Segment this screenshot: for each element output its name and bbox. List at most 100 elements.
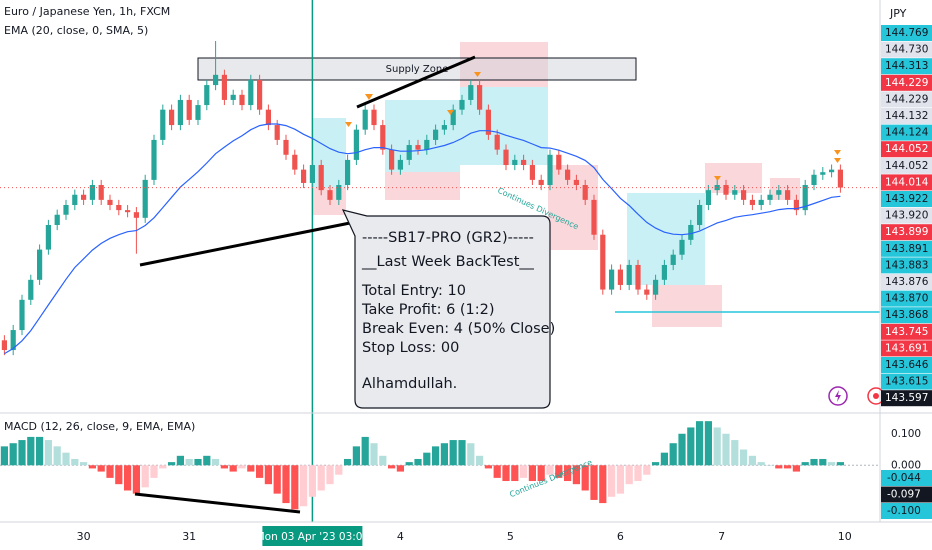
crosshair-label: Mon 03 Apr '23 03:00 <box>256 531 370 543</box>
marker <box>834 158 841 163</box>
candle-body <box>318 165 324 191</box>
macd-bar <box>687 427 695 466</box>
price-label-bg <box>881 58 932 75</box>
price-label-bg <box>881 157 932 174</box>
macd-bar <box>273 465 281 494</box>
macd-bar <box>168 462 176 466</box>
price-label-bg <box>881 357 932 373</box>
candle-body <box>767 194 773 200</box>
candle-body <box>389 149 395 170</box>
note-line: Total Entry: 10 <box>361 283 466 299</box>
loss-box <box>705 163 762 193</box>
candle-body <box>177 99 183 126</box>
candle-body <box>362 109 368 130</box>
price-label: 143.876 <box>885 276 929 288</box>
macd-bar <box>467 443 475 466</box>
macd-bar <box>625 465 633 485</box>
macd-bar <box>352 446 360 466</box>
candle-body <box>512 159 518 166</box>
macd-bar <box>220 465 228 469</box>
candle-body <box>433 129 439 140</box>
candle-body <box>705 190 711 205</box>
candle-body <box>371 109 377 126</box>
macd-bar <box>819 458 827 466</box>
candle-body <box>565 169 571 180</box>
candle-body <box>556 154 562 170</box>
marker <box>474 72 481 77</box>
candle-body <box>151 139 157 180</box>
macd-bar <box>361 436 369 466</box>
macd-bar <box>810 458 818 466</box>
price-label-bg <box>881 323 932 340</box>
price-label-bg <box>881 74 932 91</box>
macd-label: -0.100 <box>887 505 921 517</box>
price-label: 143.891 <box>885 243 928 255</box>
macd-bar <box>264 465 272 485</box>
macd-bar <box>291 465 299 510</box>
candle-body <box>142 179 148 218</box>
signal-markers <box>345 72 841 181</box>
macd-bar <box>704 421 712 466</box>
macd-bar <box>326 465 334 485</box>
alert-icon[interactable] <box>828 386 848 406</box>
macd-bar <box>27 436 35 466</box>
record-icon-dot <box>873 393 879 399</box>
macd-bar <box>97 465 105 472</box>
candle-body <box>477 85 483 110</box>
macd-bar <box>546 465 554 475</box>
macd-bar <box>159 465 167 469</box>
candle-body <box>609 269 615 290</box>
macd-bar <box>379 455 387 466</box>
macd-bar <box>115 465 123 485</box>
candle-body <box>653 279 659 295</box>
macd-bar <box>282 465 290 504</box>
macd-bar <box>440 443 448 466</box>
candle-body <box>133 212 139 218</box>
candle-body <box>28 279 34 300</box>
macd-bar <box>36 436 44 466</box>
marker <box>345 122 352 127</box>
price-label: 143.868 <box>885 309 928 321</box>
macd-bar <box>643 465 651 475</box>
macd-bar <box>731 440 739 466</box>
macd-bar <box>537 465 545 482</box>
macd-bar <box>300 465 308 507</box>
candle-body <box>98 185 104 200</box>
candle-body <box>274 125 280 140</box>
macd-bar <box>44 440 52 466</box>
price-label: 143.646 <box>885 359 929 371</box>
macd-label-bg <box>881 486 932 503</box>
macd-bar <box>775 465 783 469</box>
x-tick-label: 31 <box>182 530 196 543</box>
x-tick-label: 5 <box>507 530 514 543</box>
price-label: 144.052 <box>885 160 928 172</box>
macd-bar <box>106 465 114 478</box>
macd-bar <box>828 462 836 466</box>
price-label-bg <box>881 373 932 390</box>
candle-body <box>723 185 729 195</box>
macd-bar <box>9 443 17 466</box>
macd-bar <box>484 465 492 469</box>
macd-bar <box>740 449 748 466</box>
price-label: 143.745 <box>885 326 928 338</box>
price-label-bg <box>881 25 932 41</box>
macd-bar <box>18 440 26 466</box>
trend-line <box>134 492 301 514</box>
x-tick-label: 10 <box>838 530 852 543</box>
candle-body <box>837 169 843 188</box>
price-label: 144.730 <box>885 44 928 56</box>
price-label-bg <box>881 191 932 207</box>
macd-bar <box>71 458 79 466</box>
marker <box>714 176 721 181</box>
macd-bar <box>344 458 352 466</box>
candle-body <box>785 190 791 200</box>
note-line: Break Even: 4 (50% Close) <box>362 321 555 337</box>
macd-bar <box>590 465 598 500</box>
macd-bar <box>388 465 396 469</box>
x-tick-label: 30 <box>77 530 91 543</box>
candle-body <box>204 85 210 106</box>
macd-bar <box>370 443 378 466</box>
macd-bar <box>247 465 255 472</box>
price-label-bg <box>881 174 932 191</box>
price-label-bg <box>881 290 932 307</box>
